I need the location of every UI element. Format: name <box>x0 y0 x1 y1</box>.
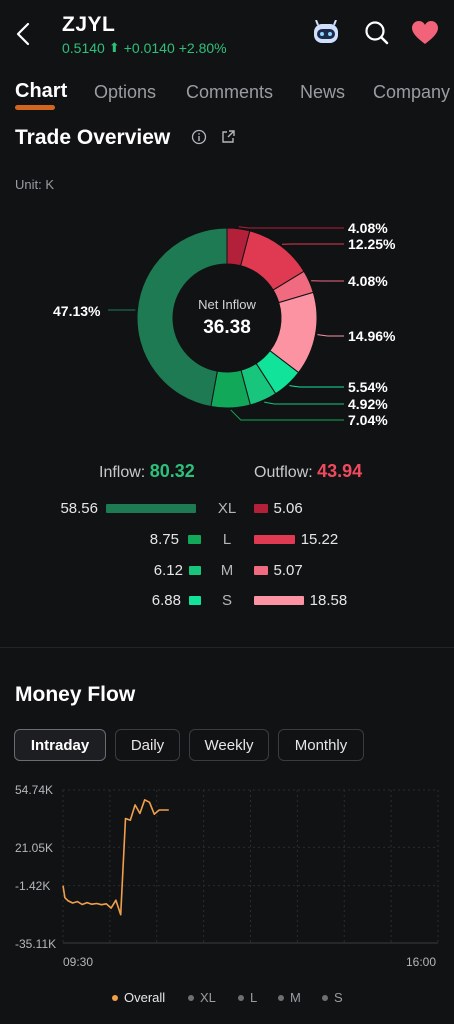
legend-dot <box>188 994 194 1001</box>
legend-dot <box>322 994 328 1001</box>
segment-label-xl-in: 47.13% <box>53 303 101 319</box>
m-outflow-value: 5.07 <box>273 562 303 579</box>
back-arrow-icon <box>16 22 30 46</box>
segment-label-xl-out: 4.08% <box>348 220 388 236</box>
m-label: M <box>220 562 234 579</box>
section-divider <box>0 647 454 648</box>
tab-chart[interactable]: Chart <box>15 80 68 102</box>
trade-overview-title: Trade Overview <box>15 126 171 149</box>
inflow-label: Inflow: <box>99 464 146 481</box>
search-button[interactable] <box>362 18 392 48</box>
legend-label: L <box>250 990 258 1005</box>
chart-legend: Overall XL L M S <box>0 990 454 1006</box>
up-arrow-icon: ⬆ <box>108 40 120 55</box>
legend-label: Overall <box>124 990 166 1005</box>
m-outflow-bar <box>254 566 268 575</box>
series-line-overall <box>62 798 169 916</box>
outflow-value: 43.94 <box>317 461 363 481</box>
s-inflow-value: 6.88 <box>151 592 181 609</box>
tab-options[interactable]: Options <box>94 82 157 102</box>
legend-dot <box>238 994 244 1001</box>
heart-icon <box>412 21 438 44</box>
robot-assistant-icon <box>314 20 338 43</box>
x-tick-label: 16:00 <box>406 955 437 969</box>
tab-bar: Chart Options Comments News Company <box>0 78 454 114</box>
leader-line <box>264 401 344 405</box>
tab-news[interactable]: News <box>300 82 346 102</box>
m-inflow-value: 6.12 <box>153 562 183 579</box>
tab-comments[interactable]: Comments <box>186 82 274 102</box>
legend-dot <box>112 994 118 1001</box>
legend-label: XL <box>200 990 216 1005</box>
money-flow-title: Money Flow <box>15 683 136 706</box>
outflow-summary: Outflow: 43.94 <box>254 461 362 482</box>
legend-label: S <box>334 990 343 1005</box>
search-icon <box>365 21 389 45</box>
segment-label-m-in: 4.92% <box>348 396 388 412</box>
x-tick-label: 09:30 <box>63 955 94 969</box>
s-inflow-bar <box>189 596 201 605</box>
y-tick-label: -1.42K <box>15 879 51 893</box>
y-tick-label: -35.11K <box>15 937 57 951</box>
inflow-summary: Inflow: 80.32 <box>99 461 195 482</box>
xl-inflow-bar <box>106 504 196 513</box>
legend-xl[interactable]: XL <box>188 990 216 1005</box>
s-outflow-bar <box>254 596 304 605</box>
change-percent: +2.80% <box>178 40 227 56</box>
net-inflow-value: 36.38 <box>203 317 251 338</box>
top-bar: ZJYL 0.5140 ⬆ +0.0140 +2.80% <box>0 0 454 70</box>
legend-overall[interactable]: Overall <box>112 990 165 1005</box>
xl-outflow-bar <box>254 504 268 513</box>
leader-line <box>238 226 344 229</box>
leader-line <box>230 409 344 421</box>
info-icon[interactable] <box>191 129 207 145</box>
y-tick-label: 21.05K <box>15 841 54 855</box>
legend-m[interactable]: M <box>278 990 301 1005</box>
period-intraday[interactable]: Intraday <box>14 729 106 761</box>
back-button[interactable] <box>10 18 36 50</box>
tab-company[interactable]: Company <box>373 82 451 102</box>
xl-inflow-value: 58.56 <box>60 500 98 517</box>
stock-ticker: ZJYL <box>62 13 116 36</box>
leader-line <box>289 385 344 388</box>
l-inflow-value: 8.75 <box>149 531 179 548</box>
s-label: S <box>221 592 232 609</box>
outflow-label: Outflow: <box>254 464 313 481</box>
stock-price: 0.5140 <box>62 40 105 56</box>
change-absolute: +0.0140 <box>123 40 175 56</box>
leader-line <box>317 334 344 337</box>
l-outflow-value: 15.22 <box>300 531 339 548</box>
inflow-value: 80.32 <box>149 461 195 481</box>
legend-dot <box>278 994 284 1001</box>
segment-label-s-out: 14.96% <box>348 328 396 344</box>
legend-label: M <box>290 990 301 1005</box>
segment-label-l-out: 12.25% <box>348 236 396 252</box>
net-inflow-label: Net Inflow <box>198 297 256 312</box>
trade-donut-chart <box>108 226 344 421</box>
segment-label-l-in: 7.04% <box>348 412 388 428</box>
legend-s[interactable]: S <box>322 990 343 1005</box>
money-flow-line-chart[interactable] <box>0 780 454 960</box>
xl-label: XL <box>217 500 237 517</box>
period-daily[interactable]: Daily <box>115 729 180 761</box>
period-monthly[interactable]: Monthly <box>278 729 364 761</box>
l-outflow-bar <box>254 535 295 544</box>
l-inflow-bar <box>187 535 201 544</box>
donut-segment-xl-in <box>136 227 228 408</box>
period-weekly[interactable]: Weekly <box>189 729 269 761</box>
segment-label-s-in: 5.54% <box>348 379 388 395</box>
m-inflow-bar <box>189 566 201 575</box>
share-icon[interactable] <box>220 129 236 145</box>
watchlist-button[interactable] <box>410 18 440 48</box>
s-outflow-value: 18.58 <box>309 592 348 609</box>
unit-label: Unit: K <box>15 177 55 192</box>
segment-label-m-out: 4.08% <box>348 273 388 289</box>
active-tab-indicator <box>15 105 55 110</box>
y-tick-label: 54.74K <box>15 783 54 797</box>
stock-quote: 0.5140 ⬆ +0.0140 +2.80% <box>62 40 227 56</box>
assistant-button[interactable] <box>311 18 341 48</box>
xl-outflow-value: 5.06 <box>273 500 303 517</box>
l-label: L <box>222 531 232 548</box>
legend-l[interactable]: L <box>238 990 257 1005</box>
